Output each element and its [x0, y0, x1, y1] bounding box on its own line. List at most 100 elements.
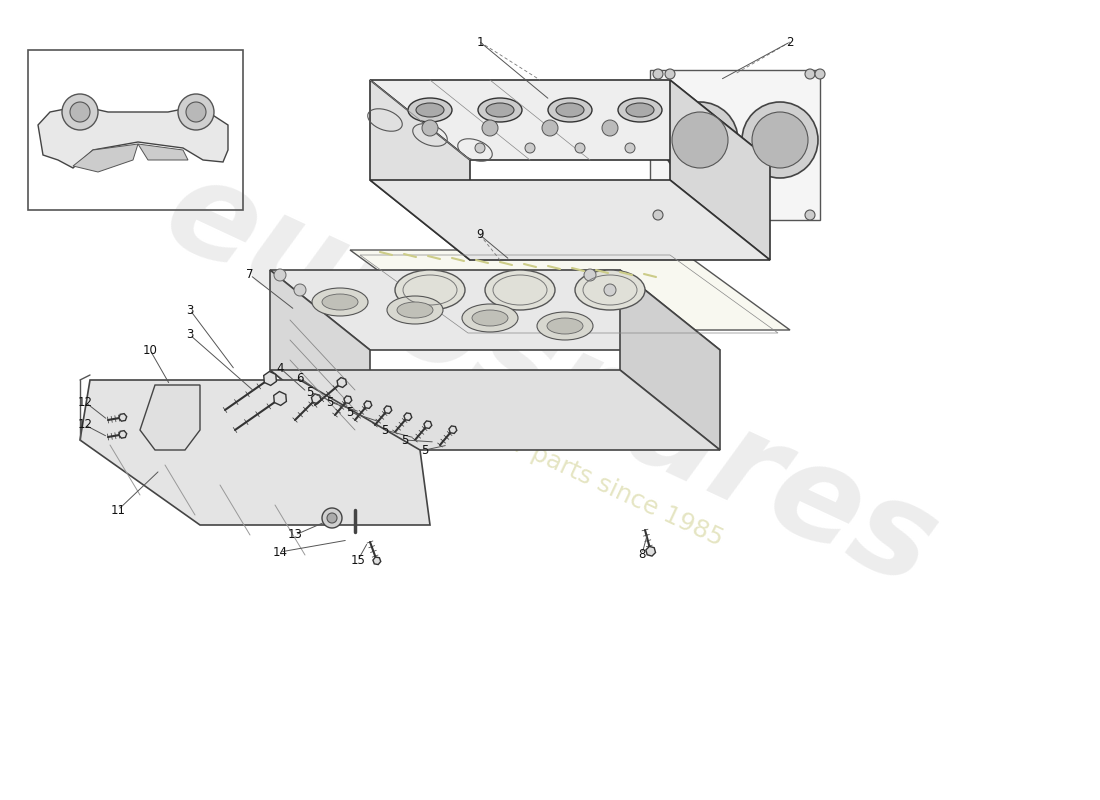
Text: 5: 5	[346, 406, 354, 418]
Polygon shape	[140, 385, 200, 450]
Polygon shape	[73, 144, 138, 172]
Circle shape	[422, 120, 438, 136]
Polygon shape	[370, 80, 770, 160]
Ellipse shape	[462, 304, 518, 332]
Circle shape	[475, 143, 485, 153]
Polygon shape	[646, 546, 656, 556]
Circle shape	[666, 69, 675, 79]
Text: 4: 4	[276, 362, 284, 374]
Polygon shape	[670, 80, 770, 260]
Ellipse shape	[416, 103, 444, 117]
Polygon shape	[620, 270, 721, 450]
Ellipse shape	[547, 318, 583, 334]
Circle shape	[327, 513, 337, 523]
Text: 5: 5	[382, 423, 388, 437]
Polygon shape	[311, 394, 321, 404]
Ellipse shape	[575, 270, 645, 310]
Text: 7: 7	[246, 269, 254, 282]
Ellipse shape	[485, 270, 556, 310]
Ellipse shape	[618, 98, 662, 122]
Polygon shape	[337, 378, 346, 387]
Text: 8: 8	[638, 547, 646, 561]
Polygon shape	[270, 370, 720, 450]
Circle shape	[70, 102, 90, 122]
Polygon shape	[384, 406, 392, 414]
Circle shape	[575, 143, 585, 153]
Ellipse shape	[472, 310, 508, 326]
Polygon shape	[344, 396, 352, 403]
Text: 12: 12	[77, 418, 92, 431]
Ellipse shape	[548, 98, 592, 122]
Ellipse shape	[408, 98, 452, 122]
Circle shape	[294, 284, 306, 296]
Polygon shape	[39, 108, 228, 168]
Circle shape	[178, 94, 215, 130]
Polygon shape	[370, 180, 770, 260]
Text: 10: 10	[143, 343, 157, 357]
Text: 5: 5	[327, 395, 333, 409]
Circle shape	[525, 143, 535, 153]
Text: 1: 1	[476, 35, 484, 49]
Circle shape	[805, 210, 815, 220]
Circle shape	[815, 69, 825, 79]
Text: 13: 13	[287, 529, 303, 542]
Circle shape	[322, 508, 342, 528]
Polygon shape	[424, 421, 432, 429]
Circle shape	[584, 269, 596, 281]
Text: 15: 15	[351, 554, 365, 566]
Text: 5: 5	[306, 386, 313, 398]
Polygon shape	[404, 413, 411, 421]
Text: 9: 9	[476, 229, 484, 242]
Text: 5: 5	[402, 434, 409, 446]
Ellipse shape	[556, 103, 584, 117]
Polygon shape	[364, 401, 372, 409]
Circle shape	[653, 69, 663, 79]
Text: 5: 5	[421, 443, 429, 457]
Polygon shape	[650, 70, 820, 220]
Polygon shape	[370, 80, 470, 260]
Circle shape	[602, 120, 618, 136]
Ellipse shape	[537, 312, 593, 340]
Text: 12: 12	[77, 395, 92, 409]
Polygon shape	[350, 250, 790, 330]
Ellipse shape	[672, 112, 728, 168]
Polygon shape	[270, 270, 720, 350]
Text: 14: 14	[273, 546, 287, 558]
Ellipse shape	[397, 302, 433, 318]
Circle shape	[274, 269, 286, 281]
Circle shape	[62, 94, 98, 130]
Circle shape	[653, 210, 663, 220]
Text: 3: 3	[186, 329, 194, 342]
Polygon shape	[80, 380, 430, 525]
Circle shape	[604, 284, 616, 296]
Circle shape	[625, 143, 635, 153]
Polygon shape	[119, 414, 126, 421]
Ellipse shape	[752, 112, 808, 168]
Text: 6: 6	[296, 371, 304, 385]
Circle shape	[186, 102, 206, 122]
Circle shape	[542, 120, 558, 136]
Ellipse shape	[478, 98, 522, 122]
Text: 2: 2	[786, 35, 794, 49]
Ellipse shape	[742, 102, 818, 178]
Polygon shape	[119, 430, 126, 438]
Ellipse shape	[312, 288, 368, 316]
Text: 3: 3	[186, 303, 194, 317]
Ellipse shape	[626, 103, 654, 117]
Text: a passion for parts since 1985: a passion for parts since 1985	[374, 369, 726, 551]
Ellipse shape	[322, 294, 358, 310]
Ellipse shape	[486, 103, 514, 117]
Circle shape	[805, 69, 815, 79]
Circle shape	[482, 120, 498, 136]
Polygon shape	[264, 371, 276, 386]
Ellipse shape	[395, 270, 465, 310]
Polygon shape	[373, 557, 381, 565]
Polygon shape	[270, 270, 370, 450]
Text: eurospares: eurospares	[145, 146, 955, 614]
Text: 11: 11	[110, 503, 125, 517]
Polygon shape	[274, 391, 286, 406]
Polygon shape	[138, 144, 188, 160]
Ellipse shape	[662, 102, 738, 178]
Ellipse shape	[387, 296, 443, 324]
Polygon shape	[449, 426, 456, 434]
